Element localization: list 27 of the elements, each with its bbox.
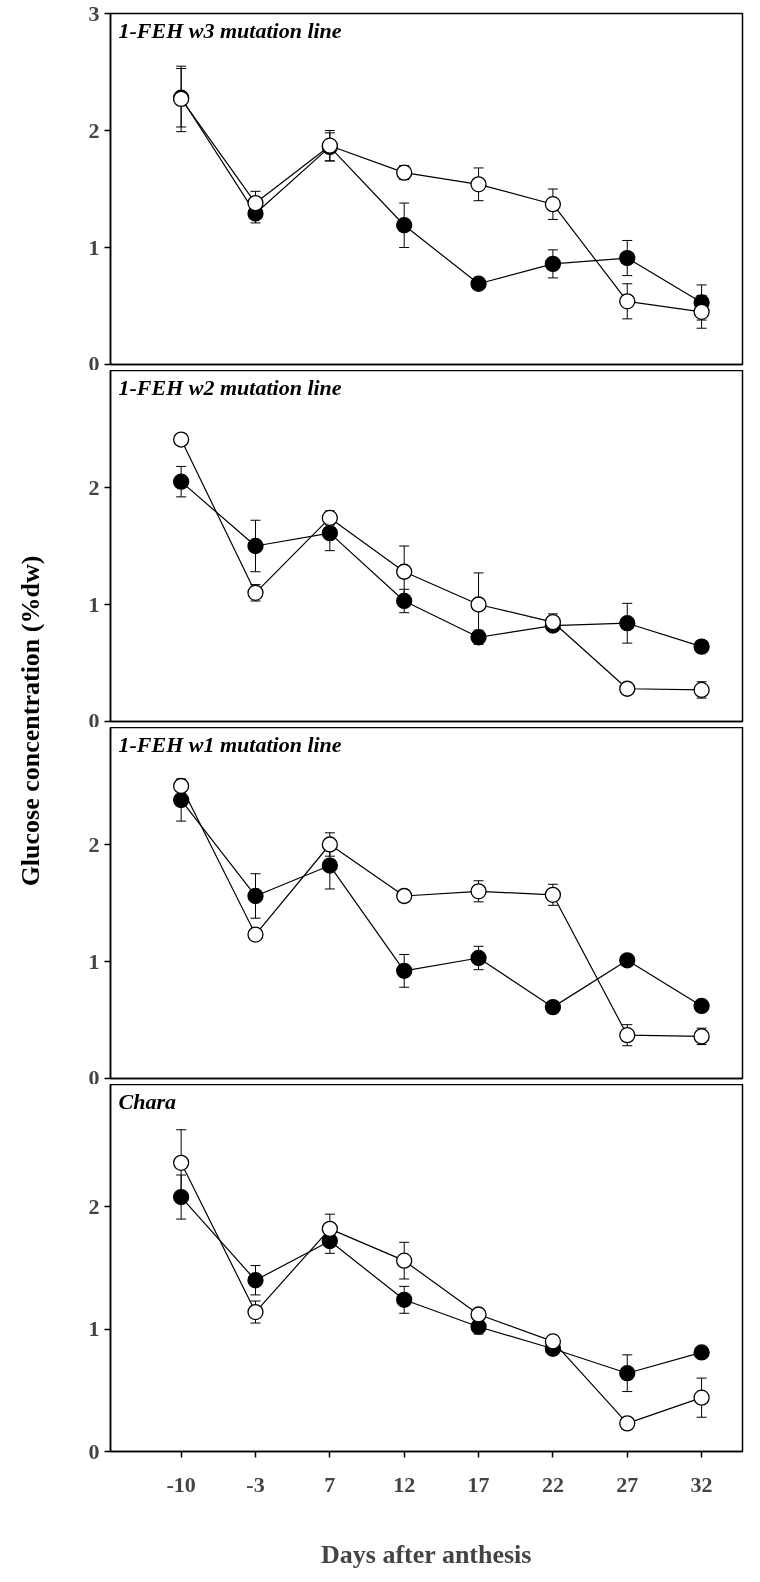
y-tick-label: 0 bbox=[88, 1064, 100, 1090]
chart-title: Chara bbox=[118, 1088, 176, 1114]
y-tick-label: 2 bbox=[88, 831, 100, 857]
y-axis-title: Glucose concentration (%dw) bbox=[16, 555, 45, 887]
y-tick-label: 1 bbox=[88, 234, 100, 260]
y-tick-label: 2 bbox=[88, 474, 100, 500]
chart-title: 1-FEH w3 mutation line bbox=[118, 17, 342, 43]
chart-title: 1-FEH w1 mutation line bbox=[118, 731, 342, 757]
x-tick-label: -3 bbox=[246, 1471, 265, 1497]
y-tick-label: 3 bbox=[88, 0, 100, 26]
x-tick-label: 12 bbox=[393, 1471, 416, 1497]
y-tick-label: 1 bbox=[88, 1316, 100, 1342]
y-tick-label: 0 bbox=[88, 350, 100, 376]
x-tick-label: -10 bbox=[166, 1471, 196, 1497]
x-tick-label: 7 bbox=[324, 1471, 336, 1497]
x-tick-label: 17 bbox=[467, 1471, 490, 1497]
x-tick-label: 27 bbox=[616, 1471, 639, 1497]
y-tick-label: 2 bbox=[88, 117, 100, 143]
y-tick-label: 0 bbox=[88, 1438, 100, 1464]
chart-title: 1-FEH w2 mutation line bbox=[118, 374, 342, 400]
x-tick-label: 32 bbox=[690, 1471, 713, 1497]
y-tick-label: 2 bbox=[88, 1193, 100, 1219]
x-axis-title: Days after anthesis bbox=[321, 1539, 532, 1569]
y-tick-label: 0 bbox=[88, 707, 100, 733]
x-tick-label: 22 bbox=[541, 1471, 564, 1497]
y-tick-label: 1 bbox=[88, 948, 100, 974]
y-tick-label: 1 bbox=[88, 591, 100, 617]
